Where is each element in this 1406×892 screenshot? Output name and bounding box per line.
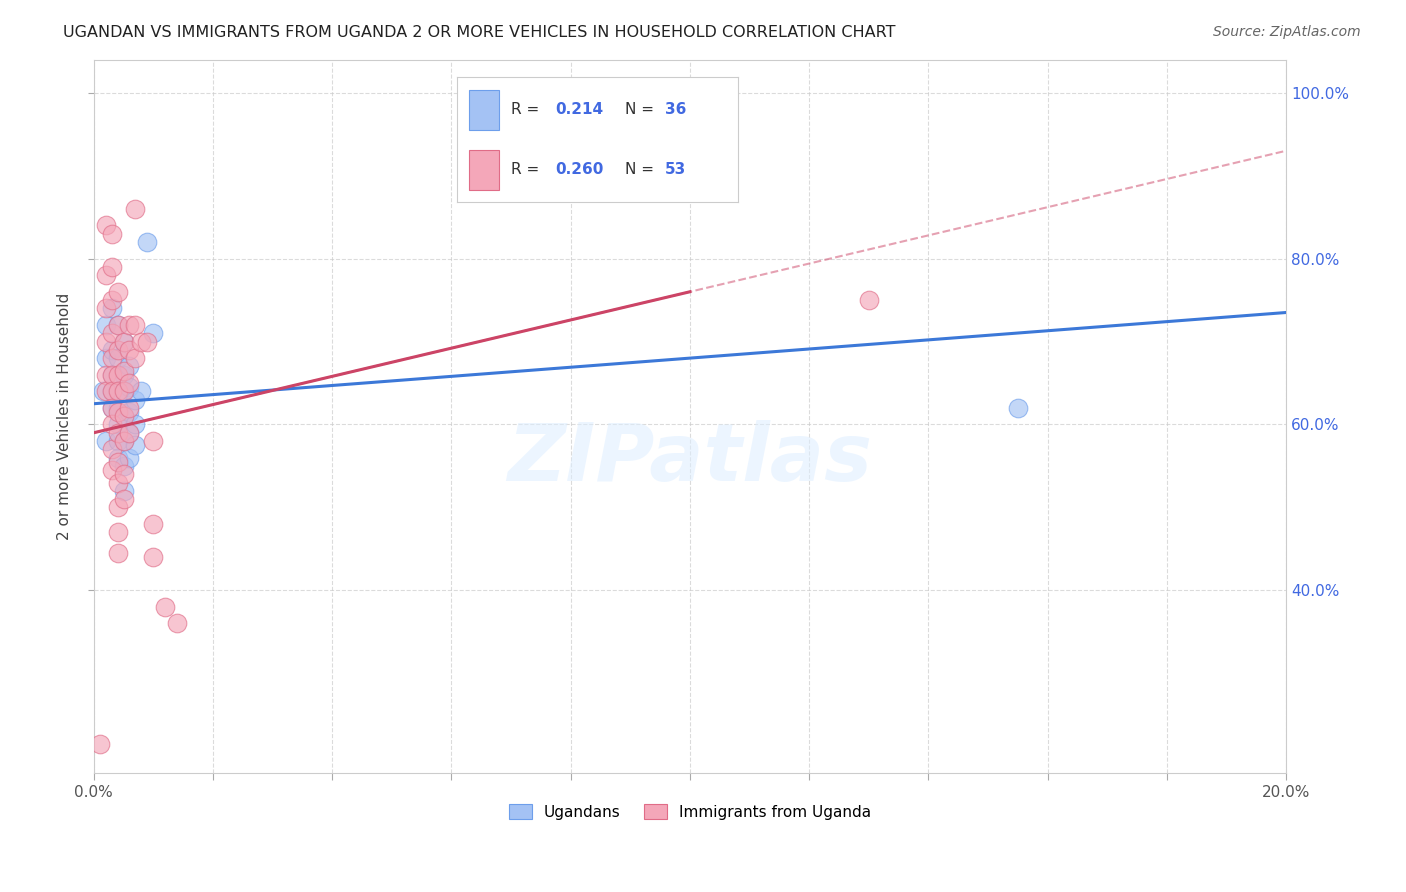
Point <box>107 384 129 399</box>
Point <box>94 318 117 332</box>
Point <box>107 401 129 415</box>
Point <box>100 351 122 365</box>
Point <box>112 434 135 448</box>
Point <box>94 351 117 365</box>
Point <box>100 401 122 415</box>
Point <box>112 384 135 399</box>
Point <box>118 405 141 419</box>
Point <box>94 268 117 283</box>
Point <box>100 368 122 382</box>
Point <box>112 409 135 424</box>
Point <box>107 525 129 540</box>
Point <box>100 384 122 399</box>
Point <box>118 425 141 440</box>
Point <box>124 438 146 452</box>
Point <box>155 599 177 614</box>
Point <box>131 384 153 399</box>
Point <box>107 343 129 357</box>
Point <box>107 351 129 365</box>
Point <box>118 343 141 357</box>
Point <box>94 368 117 382</box>
Y-axis label: 2 or more Vehicles in Household: 2 or more Vehicles in Household <box>58 293 72 540</box>
Point <box>100 463 122 477</box>
Point <box>107 450 129 465</box>
Point <box>112 384 135 399</box>
Point <box>100 326 122 341</box>
Point <box>100 368 122 382</box>
Point <box>100 417 122 432</box>
Point <box>136 235 159 249</box>
Point <box>112 483 135 498</box>
Point <box>107 368 129 382</box>
Point <box>107 405 129 419</box>
Point <box>94 219 117 233</box>
Point <box>100 401 122 415</box>
Point <box>112 368 135 382</box>
Point <box>89 737 111 751</box>
Point <box>124 351 146 365</box>
Point <box>107 285 129 299</box>
Point <box>858 293 880 307</box>
Point <box>118 318 141 332</box>
Point <box>112 334 135 349</box>
Point <box>107 434 129 448</box>
Point <box>1007 401 1029 415</box>
Point <box>118 380 141 394</box>
Point <box>112 467 135 482</box>
Point <box>91 384 114 399</box>
Point <box>142 550 165 565</box>
Point <box>100 343 122 357</box>
Point <box>94 434 117 448</box>
Point <box>112 434 135 448</box>
Point <box>124 318 146 332</box>
Point <box>112 458 135 473</box>
Point <box>107 500 129 515</box>
Point <box>107 318 129 332</box>
Point <box>112 334 135 349</box>
Point <box>100 442 122 457</box>
Point <box>107 455 129 469</box>
Point <box>118 401 141 415</box>
Point <box>136 334 159 349</box>
Point <box>112 363 135 377</box>
Point <box>100 227 122 241</box>
Point <box>112 409 135 424</box>
Point <box>118 376 141 390</box>
Point <box>118 359 141 374</box>
Point <box>124 202 146 216</box>
Point <box>142 434 165 448</box>
Point <box>94 301 117 316</box>
Point <box>94 384 117 399</box>
Point <box>118 450 141 465</box>
Point <box>166 616 188 631</box>
Point <box>142 326 165 341</box>
Point <box>100 293 122 307</box>
Point <box>142 516 165 531</box>
Legend: Ugandans, Immigrants from Uganda: Ugandans, Immigrants from Uganda <box>503 797 877 826</box>
Point <box>107 318 129 332</box>
Point <box>100 384 122 399</box>
Point <box>100 260 122 274</box>
Point <box>107 475 129 490</box>
Point <box>94 334 117 349</box>
Point <box>124 417 146 432</box>
Point <box>107 417 129 432</box>
Text: UGANDAN VS IMMIGRANTS FROM UGANDA 2 OR MORE VEHICLES IN HOUSEHOLD CORRELATION CH: UGANDAN VS IMMIGRANTS FROM UGANDA 2 OR M… <box>63 25 896 40</box>
Point <box>112 492 135 507</box>
Text: Source: ZipAtlas.com: Source: ZipAtlas.com <box>1213 25 1361 39</box>
Point <box>118 425 141 440</box>
Point <box>107 384 129 399</box>
Point <box>107 546 129 560</box>
Text: ZIPatlas: ZIPatlas <box>508 420 872 498</box>
Point <box>107 425 129 440</box>
Point <box>124 392 146 407</box>
Point <box>131 334 153 349</box>
Point <box>100 301 122 316</box>
